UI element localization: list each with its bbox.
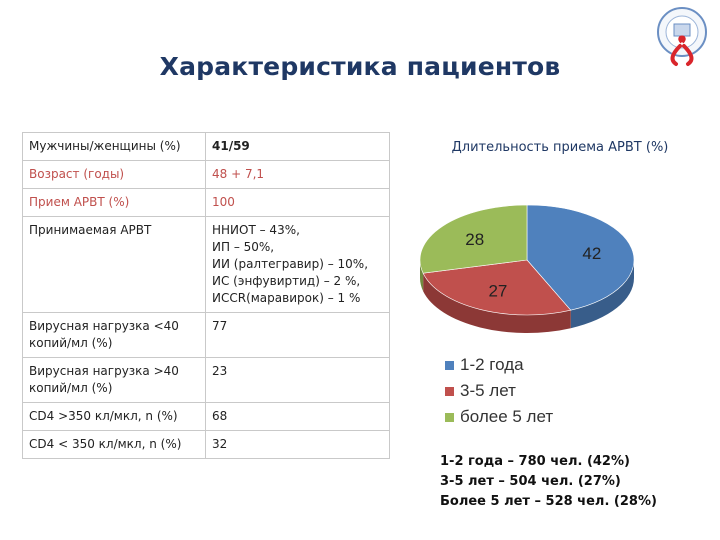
row-label: Возраст (годы) — [22, 160, 206, 189]
row-value-line: 23 — [212, 364, 228, 378]
table-row: Вирусная нагрузка >40 копий/мл (%) 23 — [22, 357, 390, 403]
legend-swatch — [445, 360, 454, 370]
row-label: Мужчины/женщины (%) — [22, 132, 206, 161]
table-row: CD4 < 350 кл/мкл, n (%) 32 — [22, 430, 390, 459]
row-label: Принимаемая АРВТ — [22, 216, 206, 313]
row-label: CD4 < 350 кл/мкл, n (%) — [22, 430, 206, 459]
pie-data-label: 28 — [465, 230, 484, 249]
legend-label: более 5 лет — [460, 407, 554, 426]
table-row: Вирусная нагрузка <40 копий/мл (%) 77 — [22, 312, 390, 358]
legend-item: 3-5 лет — [445, 378, 553, 404]
table-row: CD4 >350 кл/мкл, n (%) 68 — [22, 402, 390, 431]
row-value: 77 — [205, 312, 390, 358]
organization-logo-icon — [657, 7, 707, 66]
pie-data-label: 42 — [582, 244, 601, 263]
row-label: CD4 >350 кл/мкл, n (%) — [22, 402, 206, 431]
legend-item: более 5 лет — [445, 404, 553, 430]
row-label: Прием АРВТ (%) — [22, 188, 206, 217]
row-label: Вирусная нагрузка <40 копий/мл (%) — [22, 312, 206, 358]
legend-item: 1-2 года — [445, 352, 553, 378]
row-value: 23 — [205, 357, 390, 403]
summary-line: Более 5 лет – 528 чел. (28%) — [440, 494, 657, 509]
table-row: Принимаемая АРВТ ННИОТ – 43%, ИП – 50%, ИИ … — [22, 216, 390, 313]
pie-slice-side — [423, 273, 571, 333]
row-value-line: ИИ (ралтегравир) – 10%, — [212, 257, 369, 271]
legend-swatch — [445, 412, 454, 422]
row-value-line: ИП – 50%, — [212, 240, 275, 254]
chart-title: Длительность приема АРВТ (%) — [451, 140, 669, 155]
page-title: Характеристика пациентов — [159, 52, 561, 81]
table-row: Возраст (годы) 48 + 7,1 — [22, 160, 390, 189]
pie-data-label: 27 — [488, 282, 507, 301]
pie-slice — [526, 204, 635, 311]
row-value-line: ИССR(маравирок) – 1 % — [212, 291, 361, 305]
row-value: 48 + 7,1 — [205, 160, 390, 189]
row-value-line: 68 — [212, 409, 228, 423]
row-value: 100 — [205, 188, 390, 217]
row-value: 41/59 — [205, 132, 390, 161]
row-value-line: 41/59 — [212, 139, 250, 153]
row-value-line: 32 — [212, 437, 228, 451]
patient-characteristics-table: Мужчины/женщины (%) 41/59 Возраст (годы) 48… — [22, 132, 390, 459]
row-value: 32 — [205, 430, 390, 459]
row-value-line: ННИОТ – 43%, — [212, 223, 300, 237]
row-value: 68 — [205, 402, 390, 431]
pie-slice — [422, 259, 572, 316]
pie-slice-side — [570, 260, 634, 329]
pie-slice — [419, 204, 528, 274]
pie-chart: 42 27 28 — [419, 204, 635, 333]
row-value-line: 77 — [212, 319, 228, 333]
row-value-line: ИС (энфувиртид) – 2 %, — [212, 274, 361, 288]
chart-legend: 1-2 года 3-5 лет более 5 лет — [445, 352, 553, 430]
row-label: Вирусная нагрузка >40 копий/мл (%) — [22, 357, 206, 403]
table-row: Мужчины/женщины (%) 41/59 — [22, 132, 390, 161]
legend-label: 3-5 лет — [460, 381, 516, 400]
row-value: ННИОТ – 43%, ИП – 50%, ИИ (ралтегравир) – … — [205, 216, 390, 313]
legend-swatch — [445, 386, 454, 396]
row-value-line: 100 — [212, 195, 235, 209]
legend-label: 1-2 года — [460, 355, 524, 374]
summary-line: 3-5 лет – 504 чел. (27%) — [440, 474, 621, 489]
duration-summary: 1-2 года – 780 чел. (42%) 3-5 лет – 504 … — [440, 452, 657, 512]
table-row: Прием АРВТ (%) 100 — [22, 188, 390, 217]
summary-line: 1-2 года – 780 чел. (42%) — [440, 454, 630, 469]
row-value-line: 48 + 7,1 — [212, 167, 265, 181]
